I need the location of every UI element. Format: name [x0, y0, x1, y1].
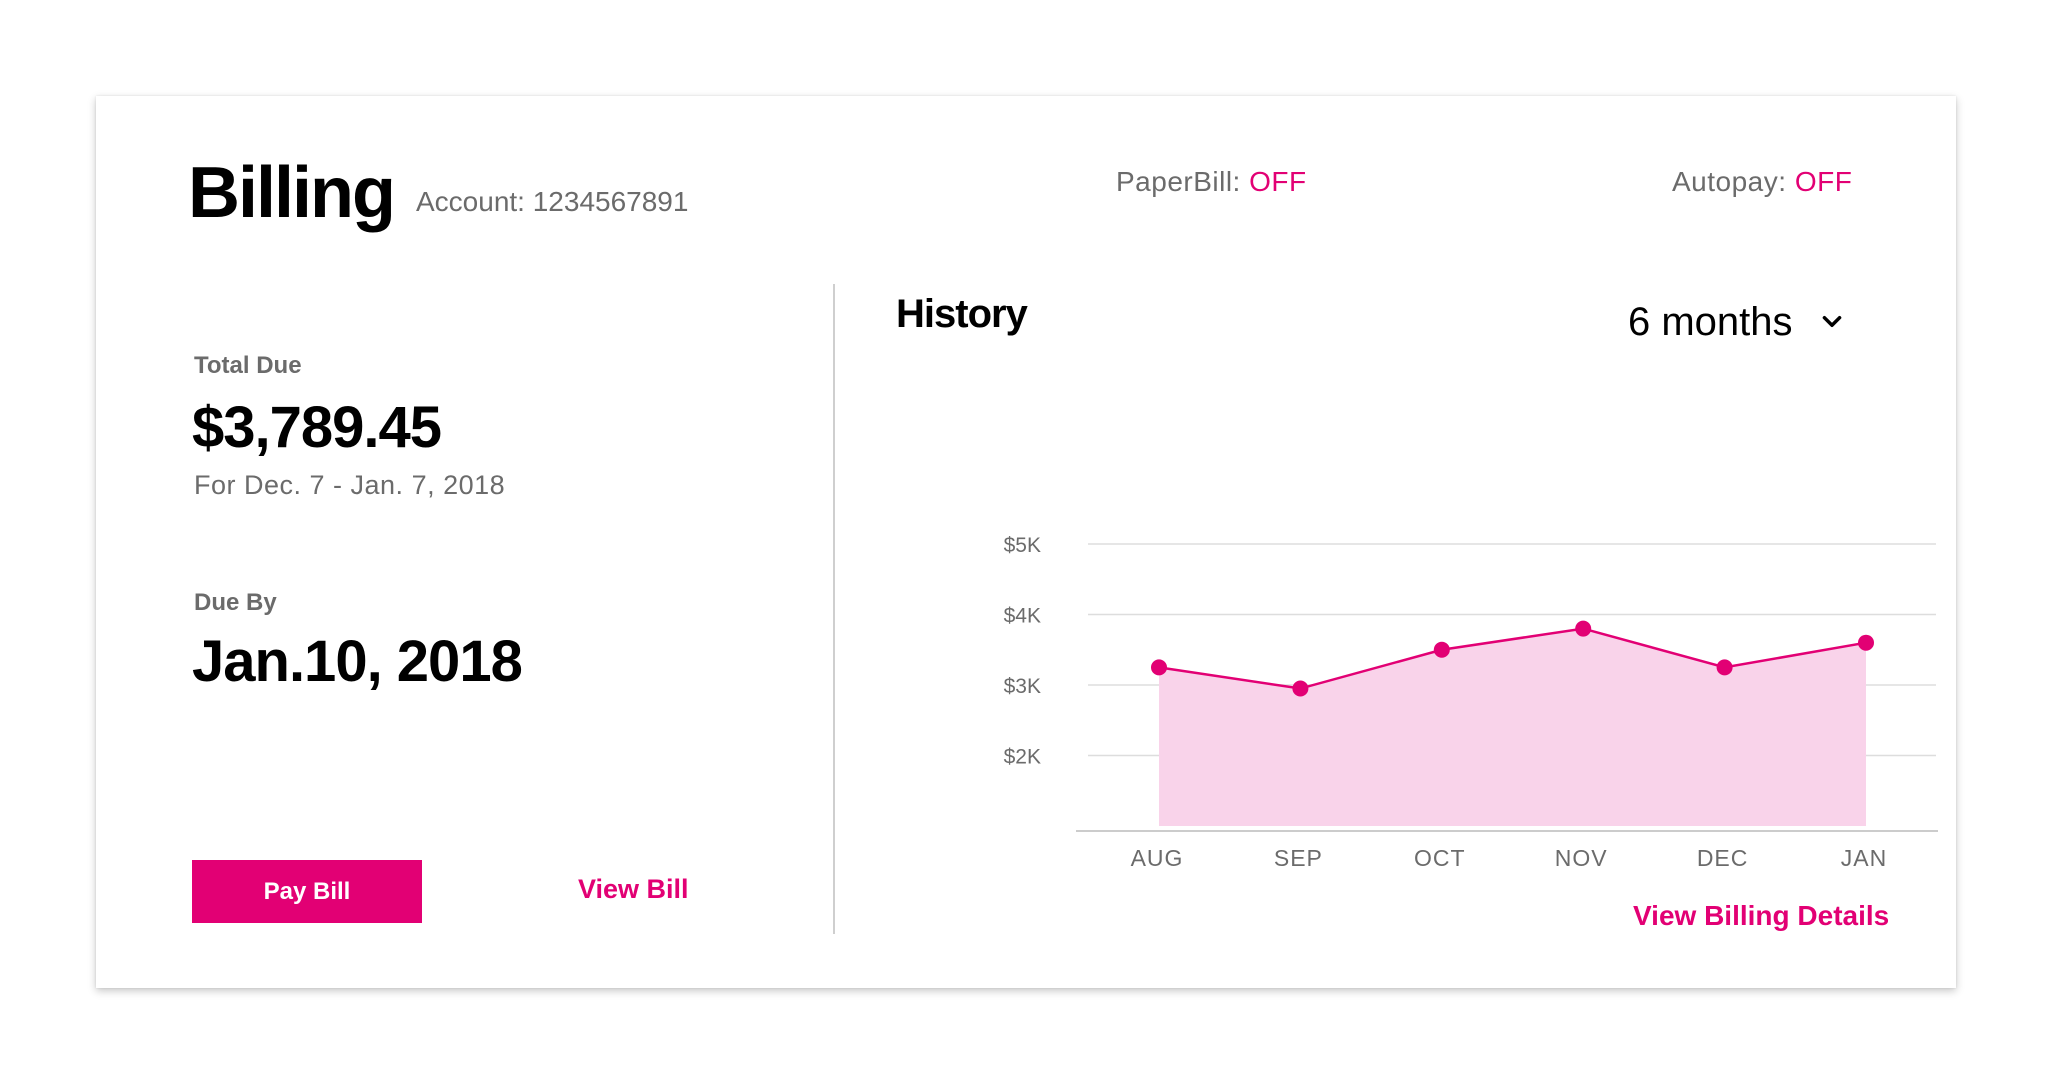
- x-tick-label: NOV: [1555, 845, 1608, 871]
- y-tick-label: $5K: [1004, 534, 1041, 557]
- x-tick-label: SEP: [1274, 845, 1323, 871]
- section-divider: [833, 284, 835, 934]
- account-number: Account: 1234567891: [416, 186, 689, 217]
- history-title: History: [896, 292, 1028, 336]
- total-due-label: Total Due: [194, 352, 302, 379]
- total-due-amount: $3,789.45: [192, 395, 442, 460]
- y-tick-label: $2K: [1004, 746, 1041, 769]
- x-tick-label: JAN: [1841, 845, 1887, 871]
- paperbill-label: PaperBill:: [1116, 166, 1241, 197]
- y-tick-label: $4K: [1004, 605, 1041, 628]
- series-area: [1159, 628, 1866, 826]
- view-bill-link[interactable]: View Bill: [578, 874, 689, 904]
- due-by-label: Due By: [194, 589, 277, 616]
- autopay-status: Autopay: OFF: [1672, 166, 1852, 198]
- x-tick-label: DEC: [1697, 845, 1749, 871]
- data-point: [1151, 659, 1167, 676]
- autopay-toggle[interactable]: OFF: [1794, 166, 1853, 197]
- series-line: [1158, 627, 1867, 690]
- history-chart: $2K$3K$4K$5KAUG’16SEP‘16OCT’16NOV‘17DEC’…: [1004, 534, 1938, 871]
- view-billing-details-link[interactable]: View Billing Details: [1633, 900, 1890, 931]
- autopay-label: Autopay:: [1672, 166, 1787, 197]
- due-by-date: Jan.10, 2018: [192, 629, 523, 694]
- billing-period: For Dec. 7 - Jan. 7, 2018: [194, 470, 506, 500]
- range-dropdown[interactable]: 6 months: [1628, 292, 1845, 352]
- data-point: [1716, 659, 1733, 676]
- x-tick-label: AUG: [1131, 845, 1184, 871]
- paperbill-status: PaperBill: OFF: [1116, 166, 1307, 198]
- chevron-down-icon: [1822, 315, 1841, 327]
- billing-card: Billing Account: 1234567891 PaperBill: O…: [96, 96, 1956, 988]
- paperbill-toggle[interactable]: OFF: [1249, 166, 1307, 197]
- data-point: [1433, 641, 1450, 658]
- data-point: [1292, 680, 1309, 697]
- pay-bill-button[interactable]: Pay Bill: [192, 860, 422, 923]
- y-tick-label: $3K: [1004, 675, 1041, 698]
- data-point: [1858, 634, 1874, 651]
- data-point: [1575, 620, 1592, 637]
- x-tick-label: OCT: [1414, 845, 1466, 871]
- page-title: Billing: [188, 153, 396, 233]
- range-selected-value: 6 months: [1628, 299, 1793, 344]
